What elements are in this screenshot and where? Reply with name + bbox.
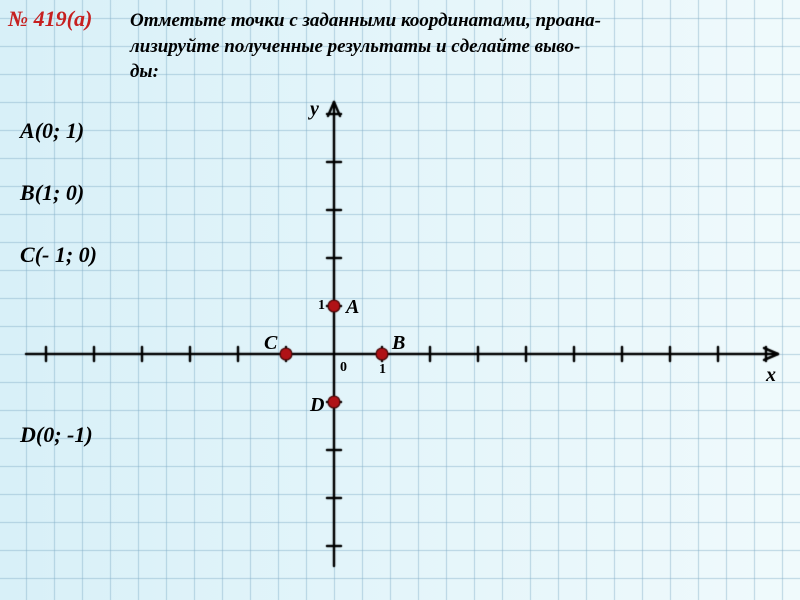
origin-label: 0 xyxy=(340,360,347,376)
point-coords: (0; 1) xyxy=(35,118,84,143)
point-name: B xyxy=(20,180,35,205)
plot-label-B: B xyxy=(392,332,405,355)
point-name: C xyxy=(20,242,35,267)
stage: № 419(а) Отметьте точки с заданными коор… xyxy=(0,0,800,600)
instruction-line: ды: xyxy=(130,61,159,82)
coord-label-A: A(0; 1) xyxy=(20,118,84,144)
instruction-text: Отметьте точки с заданными координатами,… xyxy=(130,8,790,85)
coord-label-D: D(0; -1) xyxy=(20,422,93,448)
y-axis-label: y xyxy=(310,98,319,121)
x-tick-1-label: 1 xyxy=(379,362,386,378)
instruction-line: лизируйте полученные результаты и сделай… xyxy=(130,36,580,57)
point-name: D xyxy=(20,422,36,447)
problem-number: № 419(а) xyxy=(8,6,92,32)
point-coords: (- 1; 0) xyxy=(35,242,97,267)
point-coords: (0; -1) xyxy=(36,422,93,447)
coord-label-C: C(- 1; 0) xyxy=(20,242,97,268)
coordinate-plot-canvas xyxy=(0,0,800,600)
plot-label-D: D xyxy=(310,394,324,417)
point-name: A xyxy=(20,118,35,143)
plot-label-C: C xyxy=(264,332,277,355)
plot-label-A: A xyxy=(346,296,359,319)
instruction-line: Отметьте точки с заданными координатами,… xyxy=(130,10,601,31)
x-axis-label: x xyxy=(766,364,776,387)
point-coords: (1; 0) xyxy=(35,180,84,205)
y-tick-1-label: 1 xyxy=(318,298,325,314)
coord-label-B: B(1; 0) xyxy=(20,180,84,206)
